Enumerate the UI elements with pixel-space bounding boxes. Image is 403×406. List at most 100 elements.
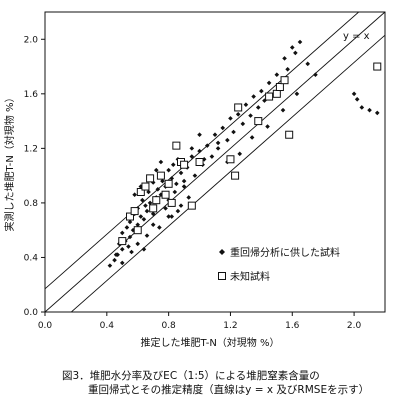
data-point-regression — [124, 225, 130, 230]
x-axis-ticks: 0.0 0.4 0.8 1.2 1.6 2.0 — [38, 312, 362, 331]
data-point-unknown — [272, 89, 281, 98]
data-point-unknown — [118, 237, 127, 246]
y-tick-label-0: 0.0 — [24, 308, 39, 318]
legend-diamond-marker — [219, 249, 225, 255]
data-point-regression — [129, 249, 134, 255]
data-point-regression — [189, 154, 195, 159]
y-tick-label-4: 1.6 — [24, 90, 39, 100]
data-point-regression — [285, 66, 290, 72]
reference-lines — [45, 12, 385, 312]
y-tick-label-1: 0.4 — [24, 253, 39, 263]
data-point-regression — [209, 154, 215, 159]
data-point-regression — [147, 200, 153, 206]
data-point-regression — [144, 233, 150, 238]
data-point-regression — [127, 219, 133, 225]
data-point-regression — [265, 124, 270, 129]
data-point-regression — [266, 80, 272, 86]
data-point-unknown — [172, 141, 181, 150]
x-tick-label-1: 0.4 — [100, 321, 115, 331]
data-point-unknown — [280, 76, 289, 85]
data-point-regression — [150, 222, 156, 228]
data-point-unknown — [141, 182, 150, 191]
data-point-regression — [119, 230, 125, 236]
data-point-unknown — [226, 155, 235, 164]
data-point-regression — [235, 111, 241, 117]
data-point-regression — [112, 257, 117, 263]
data-point-regression — [113, 252, 119, 258]
data-point-regression — [132, 192, 137, 198]
data-point-regression — [178, 203, 184, 208]
data-point-regression — [243, 102, 249, 108]
data-point-regression — [127, 234, 133, 240]
y-axis-label: 実測した堆肥T-N（対現物 %） — [3, 93, 16, 232]
x-tick-label-5: 2.0 — [347, 321, 362, 331]
data-point-regression — [204, 143, 210, 148]
data-point-regression — [354, 96, 360, 102]
data-point-regression — [351, 91, 357, 97]
legend-square-marker — [218, 272, 226, 280]
data-point-regression — [237, 151, 243, 157]
data-point-unknown — [254, 117, 263, 126]
data-point-regression — [274, 72, 280, 78]
data-point-regression — [169, 214, 175, 219]
data-point-regression — [197, 132, 202, 138]
data-point-regression — [144, 208, 150, 214]
data-point-regression — [240, 121, 246, 127]
data-point-regression — [126, 244, 131, 249]
caption-line-1: 図3．堆肥水分率及びEC（1:5）による堆肥窒素含量の — [62, 370, 320, 382]
scatter-chart: 0.0 0.4 0.8 1.2 1.6 2.0 0.0 0.4 0.8 1.2 1.6 2.0 y … — [3, 11, 386, 349]
data-point-unknown — [231, 171, 240, 180]
data-point-regression — [175, 208, 181, 214]
data-point-regression — [255, 105, 261, 110]
data-point-regression — [143, 203, 148, 208]
data-point-regression — [135, 222, 141, 228]
x-tick-label-3: 1.2 — [223, 321, 237, 331]
y-axis-ticks: 0.0 0.4 0.8 1.2 1.6 2.0 — [24, 35, 45, 318]
data-points — [107, 39, 382, 268]
data-point-unknown — [156, 171, 165, 180]
data-point-regression — [359, 105, 365, 110]
data-point-unknown — [265, 92, 274, 101]
figure-caption: 図3．堆肥水分率及びEC（1:5）による堆肥窒素含量の 重回帰式とその推定精度（… — [62, 369, 400, 397]
data-point-regression — [166, 214, 171, 219]
data-point-regression — [259, 88, 264, 94]
legend-label-unknown-samples: 未知試料 — [230, 270, 270, 283]
x-tick-label-4: 1.6 — [285, 321, 300, 331]
data-point-unknown — [149, 204, 158, 213]
data-point-regression — [367, 107, 372, 113]
data-point-regression — [305, 61, 311, 67]
data-point-unknown — [373, 62, 382, 71]
x-axis-label: 推定した堆肥T-N（対現物 %） — [141, 336, 280, 349]
data-point-regression — [163, 206, 168, 211]
y-tick-label-3: 1.2 — [24, 144, 38, 154]
data-point-unknown — [146, 174, 155, 183]
data-point-unknown — [152, 196, 161, 205]
data-point-regression — [201, 156, 207, 162]
data-point-unknown — [275, 83, 284, 91]
data-point-regression — [231, 129, 236, 135]
data-point-regression — [294, 91, 300, 97]
x-tick-label-0: 0.0 — [38, 321, 53, 331]
data-point-unknown — [187, 201, 196, 210]
data-point-regression — [192, 173, 198, 178]
data-point-unknown — [136, 188, 145, 196]
data-point-unknown — [130, 207, 139, 216]
data-point-regression — [158, 159, 164, 165]
reference-line-2 — [70, 34, 385, 312]
data-point-regression — [174, 181, 179, 187]
data-point-regression — [282, 56, 287, 61]
data-point-regression — [251, 94, 256, 99]
data-point-regression — [138, 184, 144, 189]
data-point-regression — [249, 135, 255, 140]
data-point-regression — [169, 176, 175, 181]
data-point-unknown — [285, 130, 294, 139]
data-point-unknown — [234, 103, 243, 112]
y-equals-x-annotation: y = x — [343, 31, 370, 42]
data-point-unknown — [161, 190, 170, 199]
data-point-regression — [141, 246, 147, 252]
data-point-unknown — [167, 198, 176, 207]
data-point-regression — [138, 214, 144, 219]
reference-line-1 — [45, 12, 360, 290]
data-point-regression — [166, 167, 171, 173]
data-point-regression — [186, 195, 192, 200]
